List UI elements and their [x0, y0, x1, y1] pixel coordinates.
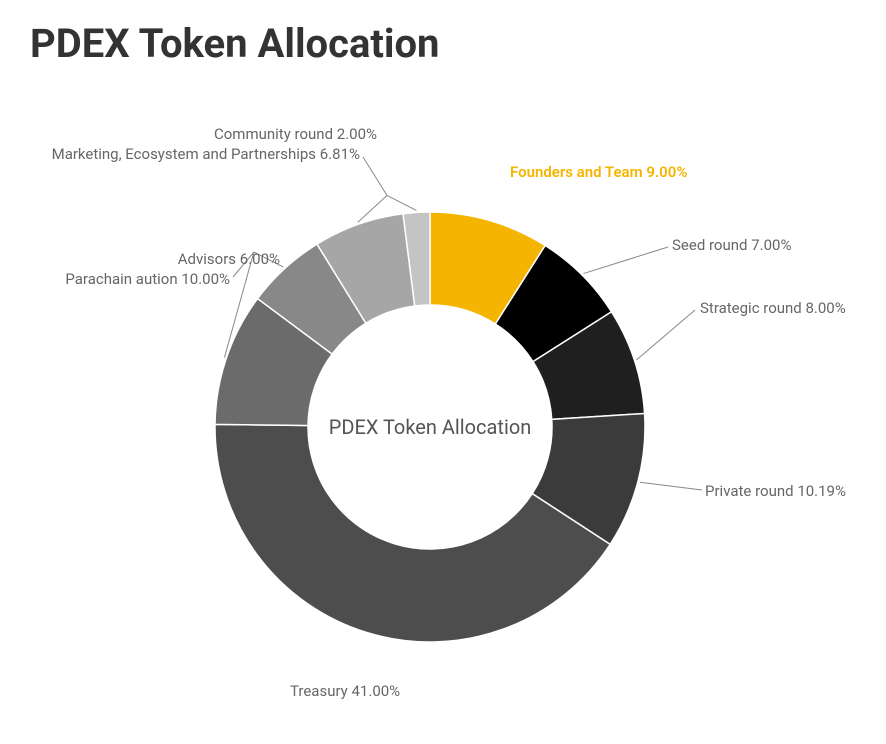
slice-label: Parachain aution 10.00% — [60, 270, 230, 290]
slice-label: Advisors 6.00% — [130, 250, 280, 270]
donut-chart: PDEX Token Allocation Founders and Team … — [30, 77, 856, 717]
slice-label: Founders and Team 9.00% — [510, 163, 687, 183]
donut-svg — [30, 77, 856, 717]
leader-line — [636, 310, 695, 360]
slice-label: Marketing, Ecosystem and Partnerships 6.… — [0, 145, 360, 165]
slice-label: Strategic round 8.00% — [700, 299, 846, 319]
slice-label: Seed round 7.00% — [672, 236, 791, 256]
leader-line — [640, 482, 702, 490]
leader-line — [583, 247, 668, 274]
chart-center-label: PDEX Token Allocation — [310, 415, 550, 439]
page-title: PDEX Token Allocation — [30, 20, 856, 67]
slice-label: Private round 10.19% — [705, 482, 846, 502]
slice-label: Treasury 41.00% — [290, 682, 400, 702]
slice-label: Community round 2.00% — [117, 125, 377, 145]
